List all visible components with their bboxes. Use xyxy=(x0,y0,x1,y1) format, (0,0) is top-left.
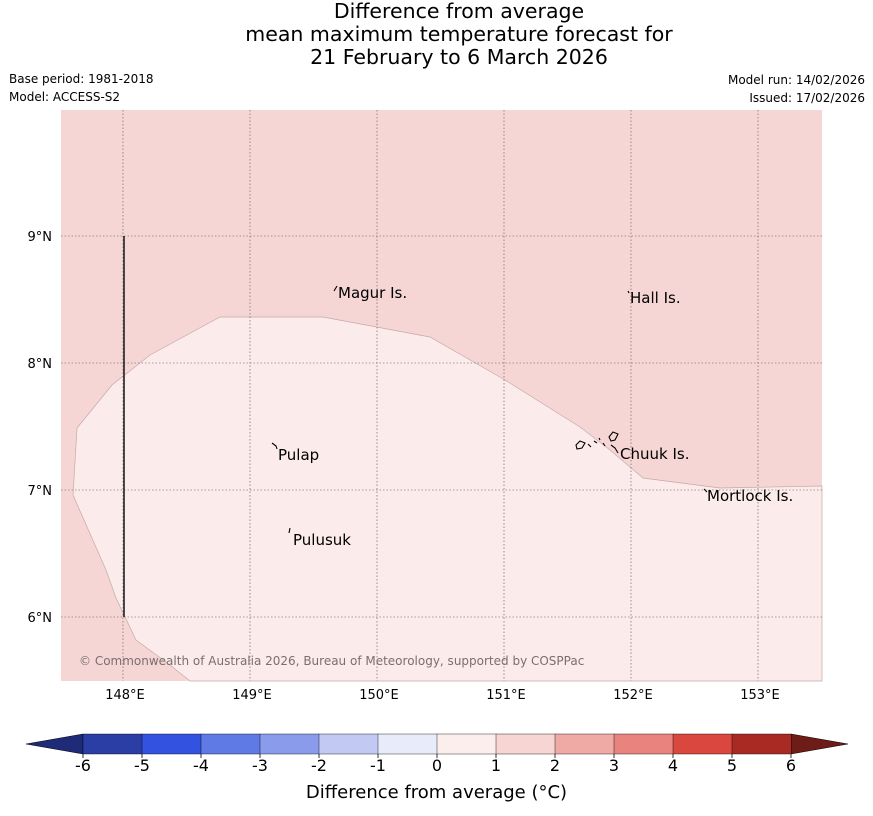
colorbar-tick-label: -1 xyxy=(370,756,386,775)
colorbar-segment xyxy=(318,733,379,755)
colorbar-over-arrow xyxy=(790,733,849,755)
place-label-chuuk: Chuuk Is. xyxy=(620,445,689,463)
colorbar-under-arrow xyxy=(25,733,84,755)
colorbar-tick-label: -2 xyxy=(311,756,327,775)
lon-tick-label: 150°E xyxy=(359,688,399,703)
base-period: Base period: 1981-2018 xyxy=(9,72,154,86)
place-labels: Magur Is. Hall Is. Pulap Chuuk Is. Mortl… xyxy=(278,284,793,549)
lon-tick-label: 151°E xyxy=(486,688,526,703)
lon-gridlines xyxy=(122,110,759,681)
colorbar-segment xyxy=(613,733,674,755)
lon-tick-label: 148°E xyxy=(105,688,145,703)
lat-tick-labels: 9°N 8°N 7°N 6°N xyxy=(28,230,53,626)
colorbar-tick-label: -3 xyxy=(252,756,268,775)
colorbar-tick-label: 4 xyxy=(668,756,678,775)
island-pulusuk xyxy=(288,527,291,534)
meta-left: Base period: 1981-2018 Model: ACCESS-S2 xyxy=(9,70,154,106)
lon-tick-labels: 148°E 149°E 150°E 151°E 152°E 153°E xyxy=(105,688,780,703)
colorbar-tick-label: 0 xyxy=(432,756,442,775)
place-label-pulap: Pulap xyxy=(278,446,319,464)
colorbar-segment xyxy=(731,733,792,755)
colorbar-segment xyxy=(82,733,143,755)
colorbar-segment xyxy=(495,733,556,755)
lon-tick-label: 149°E xyxy=(232,688,272,703)
colorbar-tick-label: 2 xyxy=(550,756,560,775)
title-line-2: mean maximum temperature forecast for xyxy=(245,22,673,46)
chart-title: Difference from average mean maximum tem… xyxy=(0,0,873,69)
lon-tick-label: 153°E xyxy=(740,688,780,703)
lat-tick-label: 9°N xyxy=(28,230,53,245)
lat-gridlines xyxy=(61,235,822,618)
colorbar-segment xyxy=(436,733,497,755)
colorbar-segment xyxy=(200,733,261,755)
colorbar-segment xyxy=(554,733,615,755)
colorbar-tick-label: 1 xyxy=(491,756,501,775)
island-pulap xyxy=(271,442,278,450)
colorbar-tick-label: -4 xyxy=(193,756,209,775)
island-mortlock xyxy=(703,488,708,493)
issued-date: Issued: 17/02/2026 xyxy=(749,91,865,105)
island-chuuk-group xyxy=(575,431,619,454)
lat-tick-label: 8°N xyxy=(28,357,53,372)
colorbar-segment xyxy=(141,733,202,755)
colorbar-segment xyxy=(377,733,438,755)
title-line-3: 21 February to 6 March 2026 xyxy=(310,45,608,69)
lat-tick-label: 6°N xyxy=(28,611,53,626)
lon-tick-label: 152°E xyxy=(613,688,653,703)
model-name: Model: ACCESS-S2 xyxy=(9,90,121,104)
title-line-1: Difference from average xyxy=(333,0,585,23)
colorbar-tick-label: 6 xyxy=(786,756,796,775)
place-label-magur: Magur Is. xyxy=(338,284,407,302)
colorbar-tick-label: 3 xyxy=(609,756,619,775)
place-label-pulusuk: Pulusuk xyxy=(293,531,351,549)
colorbar-label: Difference from average (°C) xyxy=(305,782,568,803)
place-label-hall: Hall Is. xyxy=(630,289,681,307)
island-magur xyxy=(333,285,338,292)
island-hall xyxy=(627,290,630,294)
lat-tick-label: 7°N xyxy=(28,484,53,499)
colorbar-tick-label: 5 xyxy=(727,756,737,775)
anomaly-region-0-1 xyxy=(72,316,823,682)
colorbar-segment xyxy=(259,733,320,755)
model-run: Model run: 14/02/2026 xyxy=(727,73,865,87)
colorbar-segment xyxy=(672,733,733,755)
copyright-notice: © Commonwealth of Australia 2026, Bureau… xyxy=(79,654,584,668)
map-panel: 148°E 149°E 150°E 151°E 152°E 153°E 9°N … xyxy=(28,110,823,703)
islands xyxy=(271,285,708,534)
meta-right: Model run: 14/02/2026 Issued: 17/02/2026 xyxy=(728,71,865,107)
colorbar-tick-label: -6 xyxy=(75,756,91,775)
place-label-mortlock: Mortlock Is. xyxy=(707,487,793,505)
colorbar-tick-label: -5 xyxy=(134,756,150,775)
colorbar: -6 -5 -4 -3 -2 -1 0 1 2 3 4 5 6 xyxy=(25,733,849,775)
